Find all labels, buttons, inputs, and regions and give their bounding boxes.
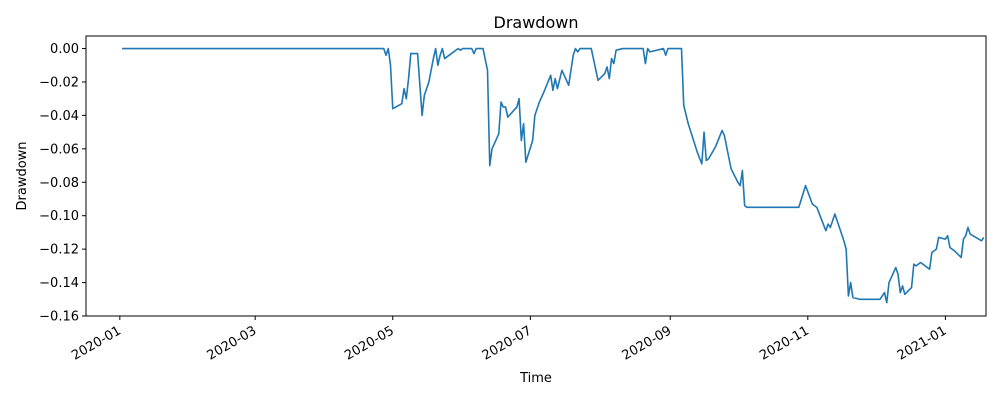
x-tick-label: 2021-01 (895, 323, 950, 363)
y-tick-label: −0.16 (39, 310, 79, 325)
x-tick-label: 2020-11 (757, 323, 812, 363)
x-axis-label: Time (519, 371, 552, 386)
x-tick-label: 2020-07 (480, 323, 535, 363)
plot-area (85, 35, 987, 317)
x-tick-label: 2020-01 (69, 323, 124, 363)
y-axis: 0.00 −0.02 −0.04 −0.06 −0.08 −0.10 −0.12 −0.14 −… (39, 42, 86, 325)
y-axis-label: Drawdown (15, 141, 30, 210)
x-tick-label: 2020-09 (620, 323, 675, 363)
chart-title: Drawdown (494, 13, 579, 32)
x-tick-label: 2020-03 (205, 323, 260, 363)
y-tick-label: −0.08 (39, 176, 79, 191)
x-axis: 2020-01 2020-03 2020-05 2020-07 2020-09 2020-… (69, 316, 949, 364)
series-layer (122, 47, 985, 304)
y-tick-label: −0.14 (39, 276, 79, 291)
x-tick-label: 2020-05 (342, 323, 397, 363)
y-tick-label: 0.00 (50, 42, 79, 57)
y-tick-label: −0.12 (39, 243, 79, 258)
y-tick-label: −0.10 (39, 209, 79, 224)
y-tick-label: −0.04 (39, 109, 79, 124)
series-line (122, 47, 985, 304)
y-tick-label: −0.02 (39, 75, 79, 90)
y-tick-label: −0.06 (39, 142, 79, 157)
